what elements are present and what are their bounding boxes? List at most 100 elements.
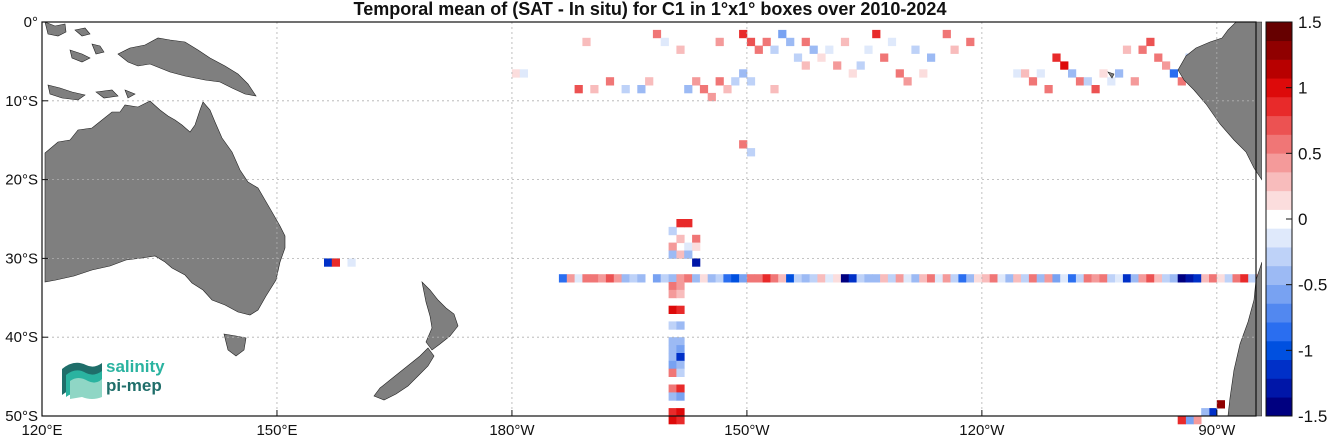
data-cell [903,274,912,283]
data-cell [676,353,685,362]
data-cell [676,305,685,314]
data-cell [927,53,936,62]
data-cell [817,274,826,283]
data-cell [770,45,779,54]
data-cell [668,360,677,370]
data-cell [574,274,583,283]
colorbar-block [1266,22,1292,42]
data-cell [707,274,716,283]
data-cell [1122,45,1132,54]
data-cell [668,250,677,259]
data-cell [942,29,951,39]
data-cell [574,85,583,94]
y-tick-label: 40°S [5,329,38,346]
data-cells-layer [324,29,1262,425]
data-cell [1248,274,1257,283]
data-cell [746,274,756,283]
data-cell [598,274,607,283]
data-cell [739,69,748,78]
y-tick-label: 10°S [5,93,38,110]
colorbar-block [1266,228,1292,248]
x-tick-label: 180°W [489,422,535,438]
land-layer [44,21,1262,417]
data-cell [1115,274,1124,283]
data-cell [872,274,881,283]
data-cell [1130,77,1139,86]
data-cell [676,368,685,377]
data-cell [668,368,677,377]
south-america-land [1227,261,1262,417]
data-cell [1099,69,1108,78]
salinity-pi-mep-logo: salinity pi-mep [58,355,188,400]
logo-text-pimep: pi-mep [106,376,162,395]
map-plot: 120°E 150°E 180°W 150°W 120°W 90°W 0° 10°S 20°S… [5,14,1262,438]
data-cell [1075,274,1085,283]
data-cell [911,274,920,283]
data-cell [1146,274,1155,283]
data-cell [676,250,685,259]
new-guinea-land [117,37,257,97]
data-cell [684,219,693,228]
indonesia-land [69,49,91,63]
data-cell [668,353,677,362]
data-cell [1216,400,1225,409]
data-cell [1162,61,1171,70]
colorbar-block [1266,247,1292,267]
colorbar-block [1266,115,1292,135]
data-cell [692,77,701,86]
data-cell [746,77,756,86]
tasmania-land [223,333,247,357]
data-cell [676,360,685,370]
data-cell [605,274,615,283]
colorbar-block [1266,340,1292,361]
data-cell [997,274,1006,283]
data-cell [801,274,810,283]
data-cell [668,274,677,283]
data-cell [676,274,685,283]
data-cell [856,274,865,283]
data-cell [1115,69,1124,78]
colorbar-tick-label: -1.5 [1298,407,1327,426]
colorbar-tick-label: 1.5 [1298,13,1322,32]
data-cell [746,148,756,157]
data-cell [684,274,693,283]
data-cell [1005,274,1014,283]
data-cell [1162,274,1171,283]
data-cell [778,274,787,283]
data-cell [746,37,756,47]
data-cell [1052,274,1061,283]
map-title: Temporal mean of (SAT - In situ) for C1 … [353,0,947,19]
data-cell [621,85,630,94]
data-cell [676,45,685,54]
data-cell [668,337,677,346]
data-cell [590,274,599,283]
data-cell [707,92,716,102]
data-cell [699,274,709,283]
data-cell [1068,274,1077,283]
data-cell [809,274,818,283]
data-cell [778,29,787,39]
data-cell [715,77,724,86]
data-cell [660,274,669,283]
data-cell [1021,69,1030,78]
data-cell [825,274,834,283]
data-cell [731,274,740,283]
data-cell [676,289,685,299]
data-cell [1138,45,1147,54]
data-cell [692,234,701,244]
data-cell [966,37,975,47]
data-cell [324,258,333,267]
data-cell [809,45,818,54]
data-cell [833,274,842,283]
indonesia-land [44,21,67,37]
data-cell [668,345,677,354]
data-cell [613,274,622,283]
data-cell [856,61,865,70]
data-cell [715,37,724,47]
y-tick-label: 30°S [5,250,38,267]
x-tick-label: 120°W [959,422,1005,438]
colorbar-block [1266,303,1292,323]
data-cell [872,29,881,39]
data-cell [668,289,677,299]
colorbar-block [1266,59,1292,79]
